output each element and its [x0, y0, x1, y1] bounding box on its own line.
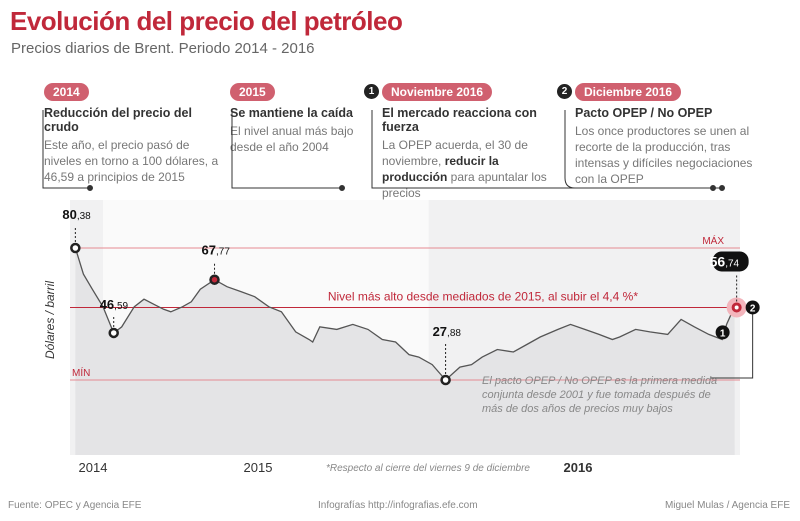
chart-footnote: *Respecto al cierre del viernes 9 de dic… [326, 463, 530, 474]
pact-line: conjunta desde 2001 y fue tomada después… [482, 389, 711, 401]
marker-1-text: 1 [720, 328, 726, 339]
card-body: La OPEP acuerda, el 30 de noviembre, red… [382, 138, 547, 200]
point-marker [440, 374, 451, 386]
point-center [734, 305, 739, 310]
card-body: El nivel anual más bajo desde el año 200… [230, 124, 354, 154]
footer-author: Miguel Mulas / Agencia EFE [664, 500, 790, 511]
point-marker [70, 242, 81, 254]
point-marker [209, 274, 220, 285]
card-tag: 2015 [230, 83, 275, 101]
pact-annotation: El pacto OPEP / No OPEP es la primera me… [482, 314, 754, 415]
marker-2-text: 2 [750, 303, 756, 314]
min-label: MÍN [72, 366, 90, 379]
card-connector [371, 110, 713, 189]
card-tag: Noviembre 2016 [382, 83, 493, 101]
card-connector [231, 110, 342, 189]
card-heading: Pacto OPEP / No OPEP [575, 106, 713, 120]
pact-line: más de dos años de precios muy bajos [482, 403, 673, 415]
connector-dot [719, 185, 725, 191]
x-tick-label: 2015 [244, 460, 273, 475]
high-annotation: Nivel más alto desde mediados de 2015, a… [328, 289, 639, 303]
card-heading: Reducción del precio del crudo [44, 106, 192, 134]
page-subtitle: Precios diarios de Brent. Periodo 2014 -… [11, 40, 315, 57]
card-heading: Se mantiene la caída [230, 106, 353, 120]
point-value: 80,38 [62, 207, 91, 222]
point-value: 27,88 [433, 324, 462, 339]
y-axis-label: Dólares / barril [43, 281, 57, 359]
marker-2-icon [745, 300, 760, 315]
footer-site: Infografías http://infografias.efe.com [318, 500, 478, 511]
connector-dot [339, 185, 345, 191]
point-marker [108, 327, 119, 339]
card-2014: 2014 Reducción del precio del crudo Este… [44, 83, 226, 185]
card-connector [564, 110, 722, 189]
card-noviembre-2016: 1 Noviembre 2016 El mercado reacciona con… [364, 83, 554, 201]
x-tick-label: 2014 [79, 460, 108, 475]
point-value: 46,59 [100, 297, 129, 312]
footer-source: Fuente: OPEC y Agencia EFE [8, 500, 142, 511]
card-tag: Diciembre 2016 [575, 83, 682, 101]
card-diciembre-2016: 2 Diciembre 2016 Pacto OPEP / No OPEP Los… [557, 83, 757, 187]
card-body: Este año, el precio pasó de niveles en t… [44, 138, 219, 184]
x-tick-label: 2016 [564, 460, 593, 475]
card-heading: El mercado reacciona con fuerza [382, 106, 537, 134]
marker-2-badge: 2 [557, 84, 572, 100]
marker-1-badge: 1 [364, 84, 379, 100]
card-tag: 2014 [44, 83, 89, 101]
point-label-bg [712, 251, 749, 272]
card-body: Los once productores se unen al recorte … [575, 124, 753, 186]
marker-1-icon [715, 325, 730, 340]
price-line [74, 247, 736, 381]
point-value: 56,74 [710, 253, 740, 269]
point-value: 67,77 [202, 243, 231, 258]
max-label: MÁX [702, 234, 724, 247]
card-connector [42, 110, 91, 189]
card-2015: 2015 Se mantiene la caída El nivel anual… [230, 83, 370, 155]
pact-line: El pacto OPEP / No OPEP es la primera me… [482, 375, 717, 387]
pact-connector [710, 314, 754, 379]
connector-dot [87, 185, 93, 191]
page-title: Evolución del precio del petróleo [10, 6, 403, 36]
